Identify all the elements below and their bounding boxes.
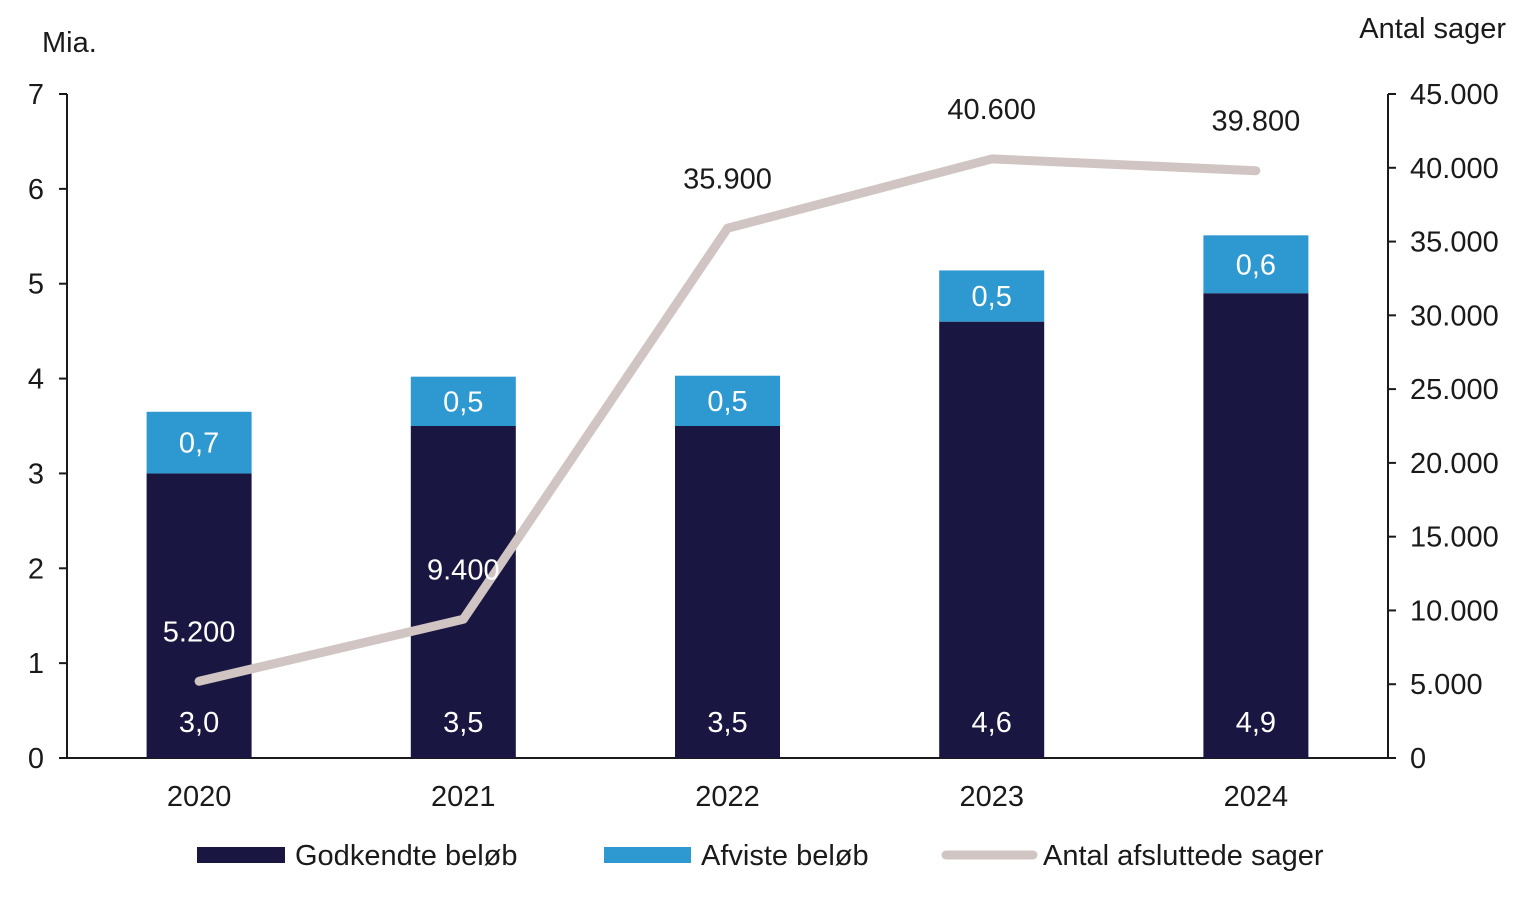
x-axis: 2020 2021 2022 2023 2024 bbox=[67, 757, 1388, 813]
right-tick-label: 35.000 bbox=[1410, 227, 1499, 259]
left-tick-label: 2 bbox=[28, 553, 44, 585]
right-tick-label: 15.000 bbox=[1410, 522, 1499, 554]
bar-afviste-label: 0,5 bbox=[972, 281, 1012, 313]
left-tick-label: 7 bbox=[28, 79, 44, 111]
left-axis-unit: Mia. bbox=[42, 27, 97, 59]
x-tick-label: 2020 bbox=[167, 781, 232, 813]
bar-godkendte-label: 3,5 bbox=[443, 707, 483, 739]
right-y-axis: 0 5.000 10.000 15.000 20.000 25.000 30.000 35.0… bbox=[1359, 13, 1506, 775]
bar-afviste bbox=[1203, 235, 1309, 294]
bar-godkendte-label: 4,6 bbox=[972, 707, 1012, 739]
left-tick-label: 6 bbox=[28, 174, 44, 206]
bar-afviste bbox=[410, 376, 516, 426]
bar-godkendte bbox=[410, 426, 516, 758]
bar-godkendte bbox=[1203, 293, 1309, 758]
line-antal-sager-label: 35.900 bbox=[683, 163, 772, 195]
bar-godkendte bbox=[939, 321, 1045, 758]
right-tick-label: 40.000 bbox=[1410, 153, 1499, 185]
left-tick-label: 5 bbox=[28, 269, 44, 301]
x-tick-label: 2023 bbox=[959, 781, 1024, 813]
bar-godkendte-label: 4,9 bbox=[1236, 707, 1276, 739]
left-y-axis: 0 1 2 3 4 5 6 7 Mia. bbox=[28, 27, 97, 775]
line-antal-sager-label: 5.200 bbox=[163, 616, 236, 648]
x-tick-label: 2022 bbox=[695, 781, 760, 813]
bar-godkendte bbox=[675, 426, 780, 758]
bar-afviste-label: 0,5 bbox=[443, 386, 483, 418]
right-tick-label: 0 bbox=[1410, 743, 1426, 775]
x-tick-label: 2021 bbox=[431, 781, 496, 813]
line-antal-sager-label: 40.600 bbox=[947, 94, 1036, 126]
right-tick-label: 30.000 bbox=[1410, 300, 1499, 332]
right-tick-label: 25.000 bbox=[1410, 374, 1499, 406]
legend-swatch-godkendte bbox=[197, 847, 285, 863]
bar-afviste-label: 0,6 bbox=[1236, 249, 1276, 281]
x-tick-label: 2024 bbox=[1224, 781, 1289, 813]
legend-label-antal: Antal afsluttede sager bbox=[1043, 840, 1324, 872]
right-tick-label: 5.000 bbox=[1410, 669, 1483, 701]
bars-layer: 3,0 0,7 3,5 0,5 3,5 0,5 4,6 0,5 4,9 0,6 bbox=[146, 235, 1309, 758]
bar-afviste bbox=[939, 270, 1045, 322]
bar-godkendte bbox=[146, 473, 252, 758]
bar-afviste bbox=[146, 411, 252, 474]
legend-label-afviste: Afviste beløb bbox=[701, 840, 869, 872]
bar-godkendte-label: 3,0 bbox=[179, 707, 219, 739]
left-tick-label: 3 bbox=[28, 458, 44, 490]
bar-afviste-label: 0,5 bbox=[707, 386, 747, 418]
right-tick-label: 20.000 bbox=[1410, 448, 1499, 480]
bar-afviste bbox=[675, 375, 780, 426]
right-tick-label: 45.000 bbox=[1410, 79, 1499, 111]
right-tick-label: 10.000 bbox=[1410, 595, 1499, 627]
bar-afviste-label: 0,7 bbox=[179, 428, 219, 460]
line-antal-sager-label: 9.400 bbox=[427, 554, 500, 586]
left-tick-label: 0 bbox=[28, 743, 44, 775]
left-tick-label: 1 bbox=[28, 648, 44, 680]
bar-godkendte-label: 3,5 bbox=[707, 707, 747, 739]
legend: Godkendte beløb Afviste beløb Antal afslut… bbox=[197, 840, 1324, 872]
legend-swatch-afviste bbox=[604, 847, 691, 863]
line-antal-sager bbox=[194, 154, 1261, 686]
line-layer: 5.200 9.400 35.900 40.600 39.800 bbox=[163, 94, 1301, 686]
left-tick-label: 4 bbox=[28, 364, 44, 396]
line-antal-sager-label: 39.800 bbox=[1212, 106, 1301, 138]
right-axis-unit: Antal sager bbox=[1359, 13, 1506, 45]
legend-label-godkendte: Godkendte beløb bbox=[295, 840, 517, 872]
